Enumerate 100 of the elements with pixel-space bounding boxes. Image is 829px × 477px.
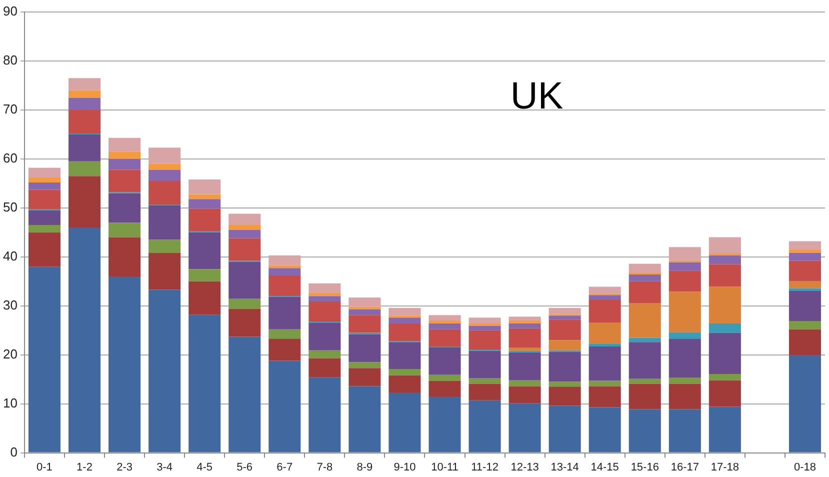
bar — [788, 329, 821, 356]
bar — [388, 375, 421, 393]
y-tick-label: 70 — [2, 102, 18, 117]
bar — [508, 403, 541, 452]
x-tick-label: 13-14 — [550, 461, 579, 474]
bar — [708, 237, 741, 254]
bar — [348, 368, 381, 386]
bar — [468, 330, 501, 350]
x-tick-label: 7-8 — [316, 461, 333, 474]
bar — [68, 176, 101, 228]
bar — [148, 205, 181, 240]
bar — [788, 290, 821, 322]
x-tick-label: 3-4 — [156, 461, 173, 474]
bar — [708, 324, 741, 333]
bar — [28, 178, 60, 182]
bar — [428, 374, 461, 381]
bar — [148, 170, 181, 181]
bar — [148, 180, 181, 204]
bar — [508, 352, 541, 380]
x-tick-label: 12-13 — [510, 461, 539, 474]
bar — [28, 182, 60, 190]
x-tick-label: 2-3 — [116, 461, 132, 474]
bar — [628, 303, 661, 338]
bar — [548, 308, 581, 314]
bar — [68, 98, 101, 110]
x-tick-label: 6-7 — [276, 461, 293, 474]
bar — [388, 324, 421, 342]
bar — [148, 290, 181, 452]
bar — [228, 238, 261, 261]
bar — [508, 348, 541, 351]
bar — [68, 228, 101, 452]
bar — [548, 340, 581, 350]
bar — [708, 264, 741, 287]
bar — [268, 360, 301, 452]
bar — [588, 386, 621, 408]
x-tick-label: 5-6 — [236, 461, 253, 474]
bar — [468, 326, 501, 330]
bar — [108, 138, 141, 152]
bar — [548, 320, 581, 340]
bar — [668, 338, 701, 378]
bar — [708, 255, 741, 264]
bar — [308, 377, 341, 452]
bar — [188, 208, 221, 232]
bar — [508, 386, 541, 404]
bar — [468, 384, 501, 400]
bar — [308, 283, 341, 293]
bar — [188, 269, 221, 282]
bar — [468, 378, 501, 384]
bar — [508, 380, 541, 386]
bar — [588, 322, 621, 344]
bar — [148, 252, 181, 290]
bar — [668, 332, 701, 339]
bar — [668, 409, 701, 452]
x-tick-label: 4-5 — [196, 461, 213, 474]
bar — [508, 324, 541, 328]
bar — [348, 309, 381, 316]
bar — [628, 378, 661, 384]
bar — [68, 134, 101, 162]
bar — [588, 300, 621, 323]
bar — [228, 308, 261, 337]
bar — [788, 252, 821, 261]
bar — [428, 396, 461, 452]
bar — [788, 281, 821, 288]
bar — [788, 260, 821, 282]
bar — [548, 386, 581, 406]
bar — [788, 288, 821, 291]
bar — [388, 318, 421, 324]
x-tick-label: 15-16 — [630, 461, 659, 474]
bar — [28, 266, 60, 452]
bar — [228, 214, 261, 226]
bar — [668, 247, 701, 260]
bar — [548, 406, 581, 452]
bar — [68, 161, 101, 176]
bar — [308, 292, 341, 296]
bar — [708, 286, 741, 324]
bar — [108, 158, 141, 170]
bar — [508, 328, 541, 348]
x-tick-label: 10-11 — [431, 461, 458, 474]
bar — [708, 374, 741, 380]
bar — [428, 329, 461, 347]
bar — [468, 400, 501, 452]
bar — [628, 342, 661, 379]
bar — [628, 281, 661, 304]
bar — [308, 296, 341, 302]
y-tick-label: 20 — [2, 346, 18, 362]
bar — [628, 338, 661, 342]
bar — [188, 199, 221, 209]
bar — [268, 255, 301, 266]
bar — [188, 194, 221, 200]
bar — [308, 301, 341, 322]
y-tick-label: 0 — [10, 444, 18, 460]
bar — [388, 342, 421, 370]
bar — [428, 348, 461, 375]
x-tick-label: 16-17 — [670, 461, 699, 474]
bar — [348, 298, 381, 307]
bar — [468, 350, 501, 378]
bar — [348, 315, 381, 333]
x-tick-label: 14-15 — [590, 461, 619, 474]
bar — [588, 295, 621, 300]
x-tick-label: 1-2 — [76, 461, 92, 474]
